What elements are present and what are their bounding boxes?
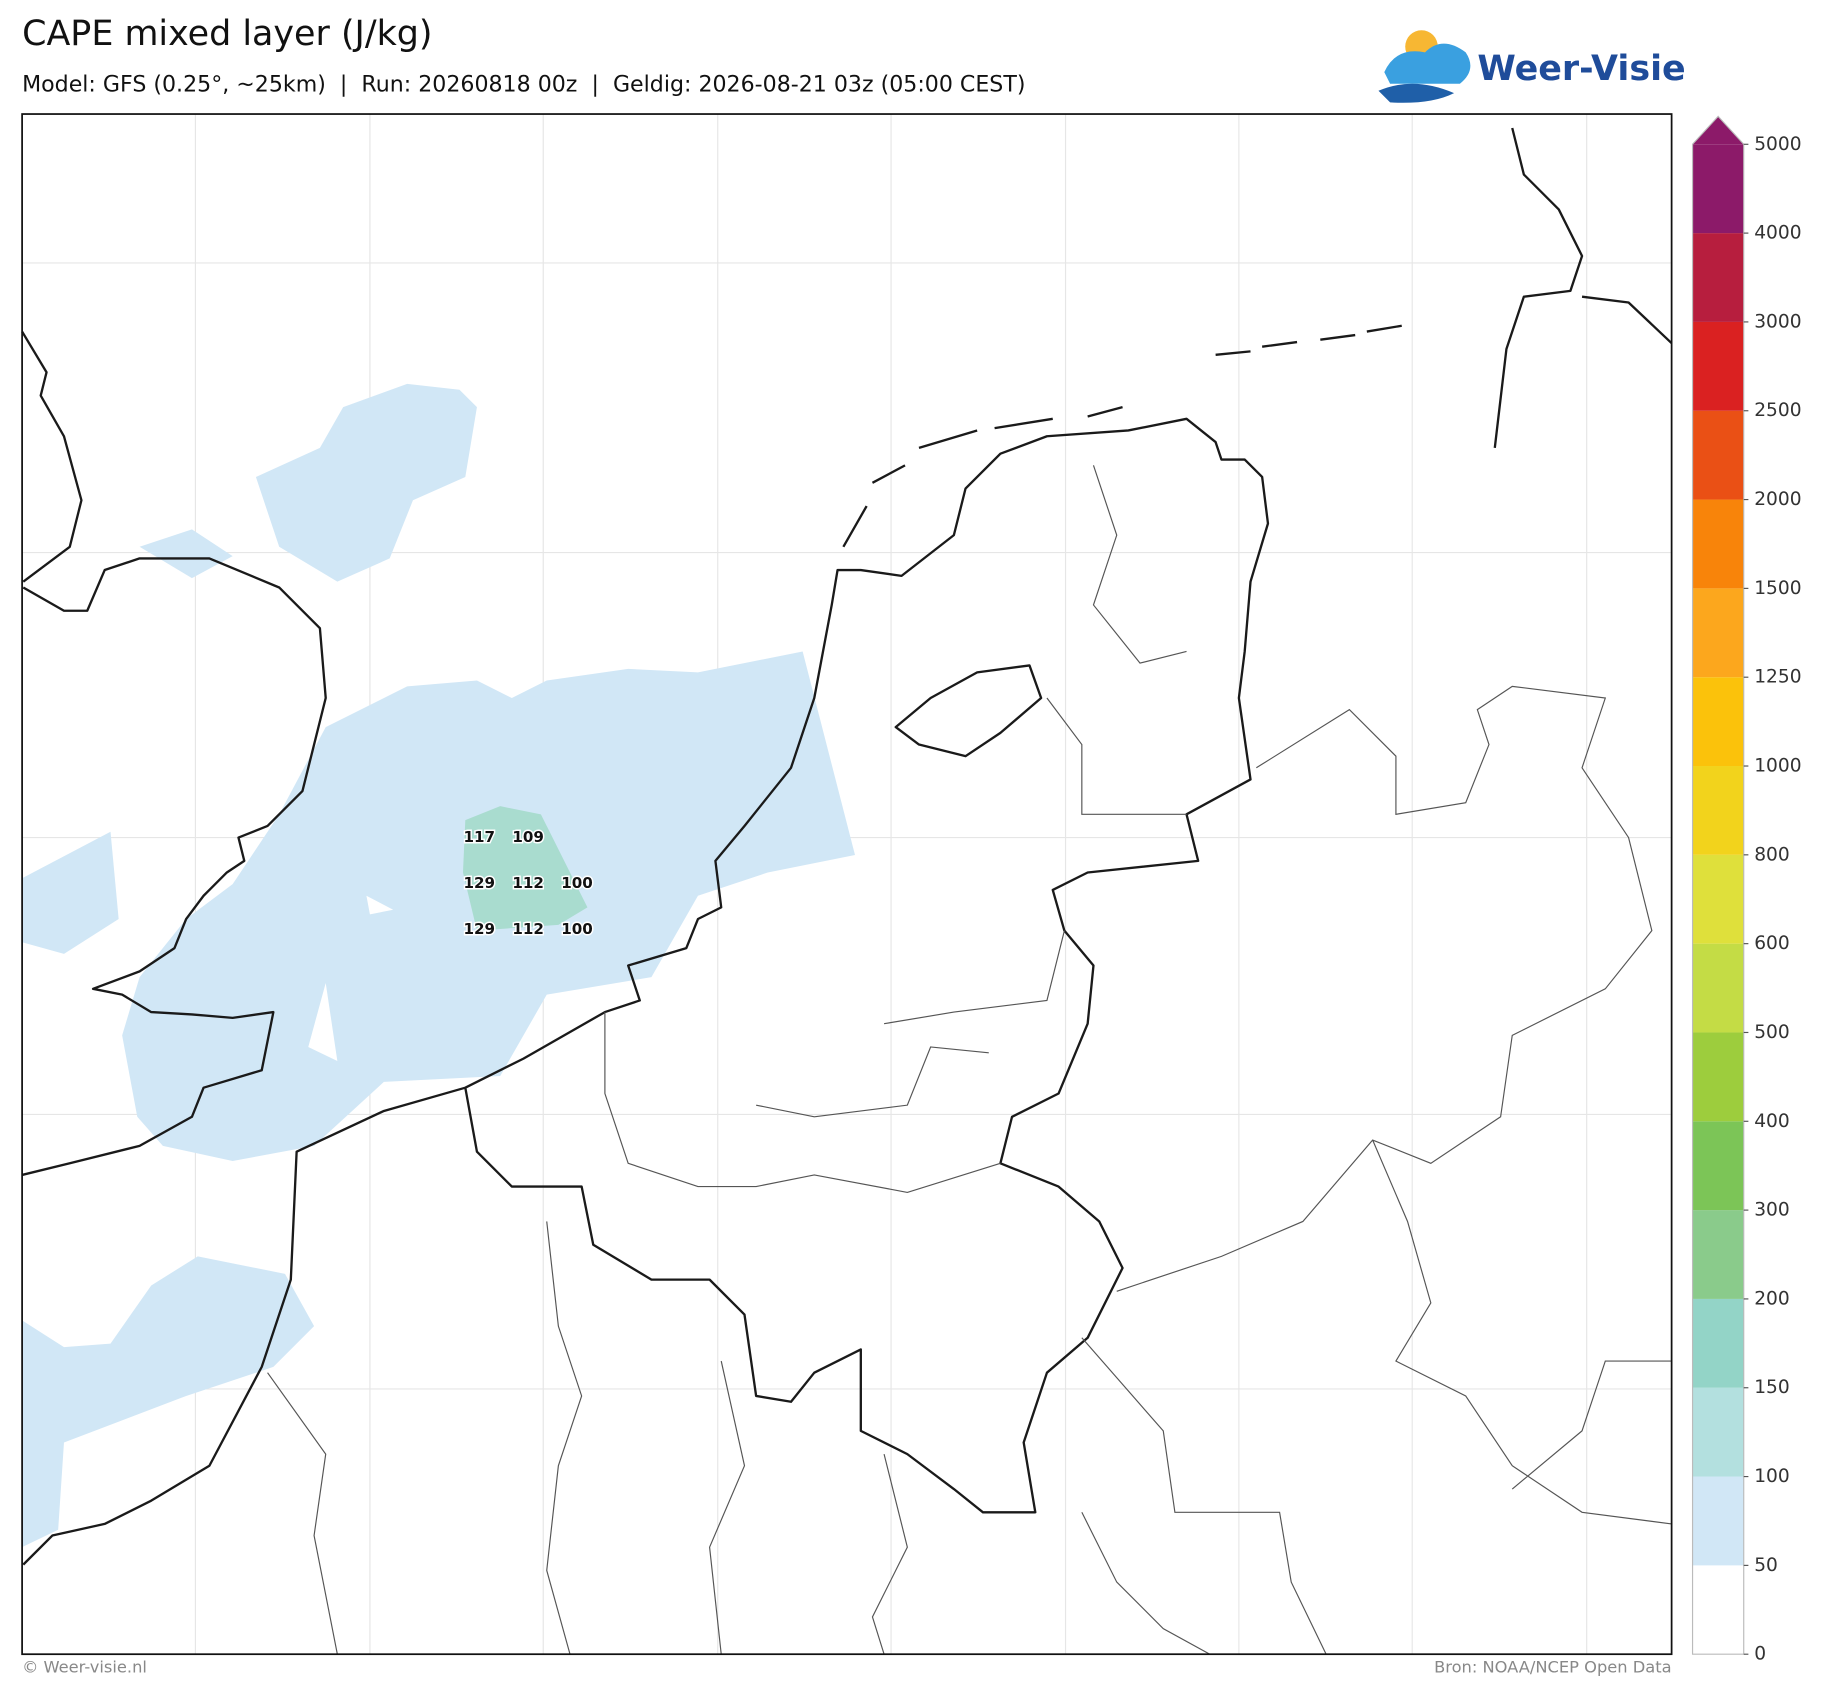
colorbar-tick-label: 1250 [1754, 667, 1801, 688]
colorbar-tick-label: 400 [1754, 1111, 1790, 1132]
colorbar-tick-label: 5000 [1754, 134, 1801, 155]
point-value: 100 [561, 874, 593, 892]
point-values: 117 109 129 112 100 129 112 100 [462, 827, 594, 940]
point-value: 129 [463, 874, 495, 892]
colorbar-segment [1692, 499, 1744, 589]
colorbar-tick-label: 100 [1754, 1466, 1790, 1487]
footer-left: © Weer-visie.nl [22, 1658, 147, 1677]
title: CAPE mixed layer (J/kg) [22, 14, 432, 54]
point-value: 129 [463, 920, 495, 938]
map: 117 109 129 112 100 129 112 100 [21, 113, 1673, 1656]
colorbar-segment [1692, 1032, 1744, 1122]
colorbar-segment [1692, 1121, 1744, 1211]
logo: Weer-Visie [1378, 30, 1686, 103]
point-value: 109 [512, 828, 544, 846]
colorbar-segment [1692, 233, 1744, 322]
colorbar-extend [1692, 116, 1744, 145]
colorbar-segment [1692, 943, 1744, 1033]
point-value: 100 [561, 920, 593, 938]
colorbar: 0 50 100 150 200 300 400 500 600 800 1000 1250 1500 2… [1691, 115, 1802, 1665]
colorbar-segment [1692, 854, 1744, 944]
subtitle: Model: GFS (0.25°, ~25km) | Run: 2026081… [22, 71, 1025, 97]
colorbar-tick-label: 500 [1754, 1022, 1790, 1043]
point-value: 112 [512, 920, 544, 938]
footer-right: Bron: NOAA/NCEP Open Data [1434, 1658, 1672, 1677]
colorbar-tick-label: 1500 [1754, 578, 1801, 599]
colorbar-tick-label: 2000 [1754, 489, 1801, 510]
colorbar-segment [1692, 588, 1744, 678]
colorbar-tick-label: 200 [1754, 1288, 1790, 1309]
colorbar-tick-label: 3000 [1754, 311, 1801, 332]
colorbar-segment [1692, 1210, 1744, 1299]
colorbar-segment [1692, 766, 1744, 855]
colorbar-segment [1692, 1298, 1744, 1388]
colorbar-segment [1692, 321, 1744, 411]
colorbar-tick-label: 50 [1754, 1555, 1778, 1576]
colorbar-segment [1692, 144, 1744, 234]
logo-text: Weer-Visie [1477, 49, 1685, 89]
point-value: 117 [463, 828, 495, 846]
colorbar-tick-label: 800 [1754, 844, 1790, 865]
colorbar-segment [1692, 1476, 1744, 1566]
coastlines [21, 127, 1673, 1566]
colorbar-tick-label: 300 [1754, 1200, 1790, 1221]
colorbar-tick-label: 150 [1754, 1377, 1790, 1398]
colorbar-tick-label: 2500 [1754, 400, 1801, 421]
colorbar-tick-label: 1000 [1754, 756, 1801, 777]
colorbar-tick-label: 4000 [1754, 223, 1801, 244]
colorbar-segment [1692, 1387, 1744, 1477]
colorbar-segment [1692, 410, 1744, 500]
point-value: 112 [512, 874, 544, 892]
colorbar-segment [1692, 677, 1744, 767]
colorbar-outline [1691, 115, 1745, 1655]
colorbar-segment [1692, 1565, 1744, 1655]
colorbar-tick-label: 600 [1754, 933, 1790, 954]
borders [267, 465, 1672, 1655]
colorbar-tick-label: 0 [1754, 1644, 1766, 1665]
